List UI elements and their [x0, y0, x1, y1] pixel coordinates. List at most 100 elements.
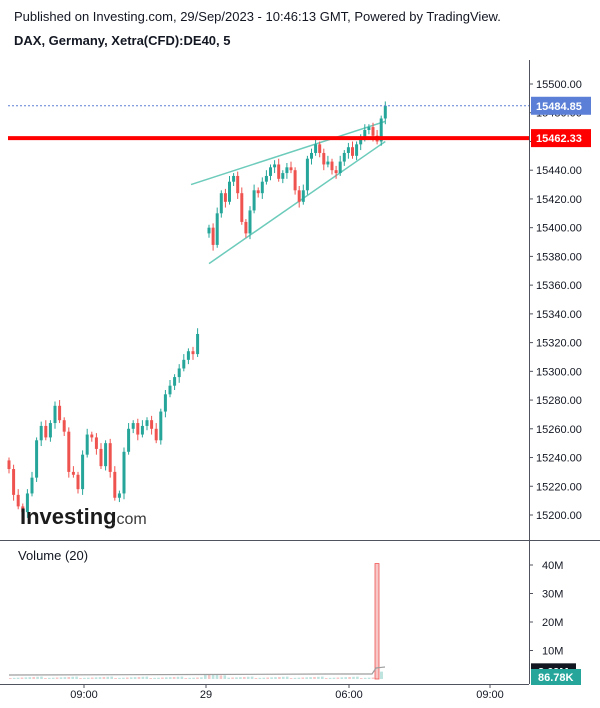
candle-up — [363, 129, 367, 139]
volume-bar — [344, 677, 347, 679]
support-level-label: 15462.33 — [536, 133, 582, 145]
symbol-title: DAX, Germany, Xetra(CFD):DE40, 5 — [14, 33, 231, 48]
volume-bar — [145, 676, 149, 679]
candle-down — [154, 428, 158, 441]
candle-up — [127, 428, 131, 452]
price-tick-label: 15220.00 — [536, 481, 582, 493]
volume-bar — [24, 677, 28, 679]
volume-bar — [204, 674, 207, 679]
volume-bar — [51, 677, 55, 679]
candle-down — [7, 460, 11, 470]
candle-up — [182, 359, 186, 369]
candle-up — [25, 493, 29, 513]
volume-bar — [20, 677, 24, 679]
candle-up — [104, 443, 108, 467]
volume-bar — [28, 677, 32, 679]
volume-bar — [274, 677, 277, 679]
candle-down — [71, 471, 75, 475]
volume-bar — [55, 677, 59, 679]
candle-down — [108, 443, 112, 472]
volume-bar — [161, 677, 164, 679]
candle-down — [244, 221, 248, 234]
watermark-brand: Investing — [20, 504, 117, 529]
candle-up — [30, 477, 34, 494]
volume-bar — [98, 677, 102, 679]
candle-up — [305, 158, 309, 191]
candle-up — [367, 127, 371, 130]
candle-up — [326, 161, 330, 165]
volume-bar — [149, 678, 152, 679]
candle-up — [39, 425, 43, 441]
volume-tick-label: 20M — [542, 617, 563, 629]
volume-bar — [44, 678, 47, 679]
candle-down — [90, 434, 94, 438]
volume-bar — [282, 676, 285, 679]
price-tick-label: 15340.00 — [536, 309, 582, 321]
volume-bar — [192, 677, 195, 679]
volume-bar — [266, 677, 269, 679]
candle-up — [383, 105, 387, 119]
volume-bar — [258, 677, 262, 679]
candle-down — [21, 506, 25, 513]
candle-down — [191, 351, 195, 355]
volume-bar — [371, 677, 375, 679]
price-tick-label: 15300.00 — [536, 366, 582, 378]
price-levels: 15462.33 15484.85 — [8, 96, 591, 148]
volume-bar — [356, 676, 359, 679]
volume-bar — [36, 676, 39, 679]
price-tick-label: 15260.00 — [536, 424, 582, 436]
volume-bar — [165, 677, 168, 679]
candle-down — [293, 170, 297, 191]
candle-up — [346, 147, 350, 153]
volume-bar — [94, 677, 98, 679]
volume-bar — [200, 677, 203, 679]
candle-up — [53, 405, 57, 424]
candle-up — [314, 144, 318, 153]
volume-bar — [48, 677, 51, 679]
wedge-lower-line — [208, 140, 386, 265]
candle-up — [338, 161, 342, 174]
candle-down — [223, 193, 227, 202]
candle-up — [379, 118, 383, 142]
candle-down — [297, 190, 301, 202]
volume-tick-label: 40M — [542, 560, 563, 572]
candle-up — [248, 210, 252, 234]
candle-up — [48, 423, 52, 438]
volume-bar — [176, 676, 180, 679]
volume-bar — [67, 676, 71, 679]
volume-bar — [289, 678, 293, 679]
candle-up — [207, 227, 211, 234]
candle-down — [289, 167, 293, 171]
candle-up — [159, 411, 163, 441]
price-tick-label: 15360.00 — [536, 280, 582, 292]
volume-bar — [380, 671, 383, 679]
volume-bar — [137, 676, 141, 679]
volume-bar — [262, 677, 266, 679]
candle-down — [62, 420, 66, 432]
volume-bar — [141, 676, 145, 679]
candle-down — [236, 175, 240, 194]
watermark-suffix: .com — [112, 511, 147, 528]
volume-bar — [348, 676, 351, 679]
candle-up — [215, 213, 219, 245]
candle-up — [168, 385, 172, 395]
volume-bar — [184, 678, 188, 679]
price-tick-label: 15420.00 — [536, 194, 582, 206]
candle-up — [140, 425, 144, 435]
volume-bar — [278, 676, 281, 679]
candle-up — [260, 181, 264, 194]
volume-bar — [231, 677, 234, 679]
average-volume-label: 86.78K — [538, 672, 574, 684]
candles — [7, 101, 387, 518]
candle-up — [342, 152, 346, 162]
volume-bar — [196, 677, 199, 679]
volume-bar — [324, 678, 328, 679]
volume-bar — [250, 676, 254, 679]
candle-up — [196, 333, 200, 355]
volume-bar — [227, 677, 230, 679]
volume-bar — [75, 676, 78, 679]
rising-wedge — [190, 120, 386, 265]
last-price-label: 15484.85 — [536, 101, 582, 113]
time-tick-label: 09:00 — [476, 689, 504, 701]
